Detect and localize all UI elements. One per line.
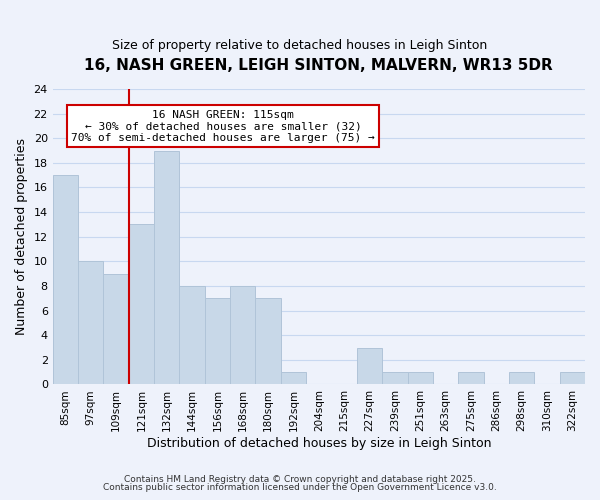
Bar [281,372,306,384]
Bar [560,372,585,384]
Bar [407,372,433,384]
Text: 16 NASH GREEN: 115sqm
← 30% of detached houses are smaller (32)
70% of semi-deta: 16 NASH GREEN: 115sqm ← 30% of detached … [71,110,375,143]
X-axis label: Distribution of detached houses by size in Leigh Sinton: Distribution of detached houses by size … [146,437,491,450]
Bar [230,286,256,384]
Bar [129,224,154,384]
Bar [205,298,230,384]
Bar [256,298,281,384]
Bar [154,150,179,384]
Bar [179,286,205,384]
Bar [509,372,535,384]
Bar [103,274,129,384]
Bar [382,372,407,384]
Title: 16, NASH GREEN, LEIGH SINTON, MALVERN, WR13 5DR: 16, NASH GREEN, LEIGH SINTON, MALVERN, W… [85,58,553,72]
Bar [78,262,103,384]
Bar [53,175,78,384]
Y-axis label: Number of detached properties: Number of detached properties [15,138,28,335]
Text: Size of property relative to detached houses in Leigh Sinton: Size of property relative to detached ho… [112,38,488,52]
Bar [357,348,382,385]
Text: Contains HM Land Registry data © Crown copyright and database right 2025.: Contains HM Land Registry data © Crown c… [124,475,476,484]
Text: Contains public sector information licensed under the Open Government Licence v3: Contains public sector information licen… [103,484,497,492]
Bar [458,372,484,384]
